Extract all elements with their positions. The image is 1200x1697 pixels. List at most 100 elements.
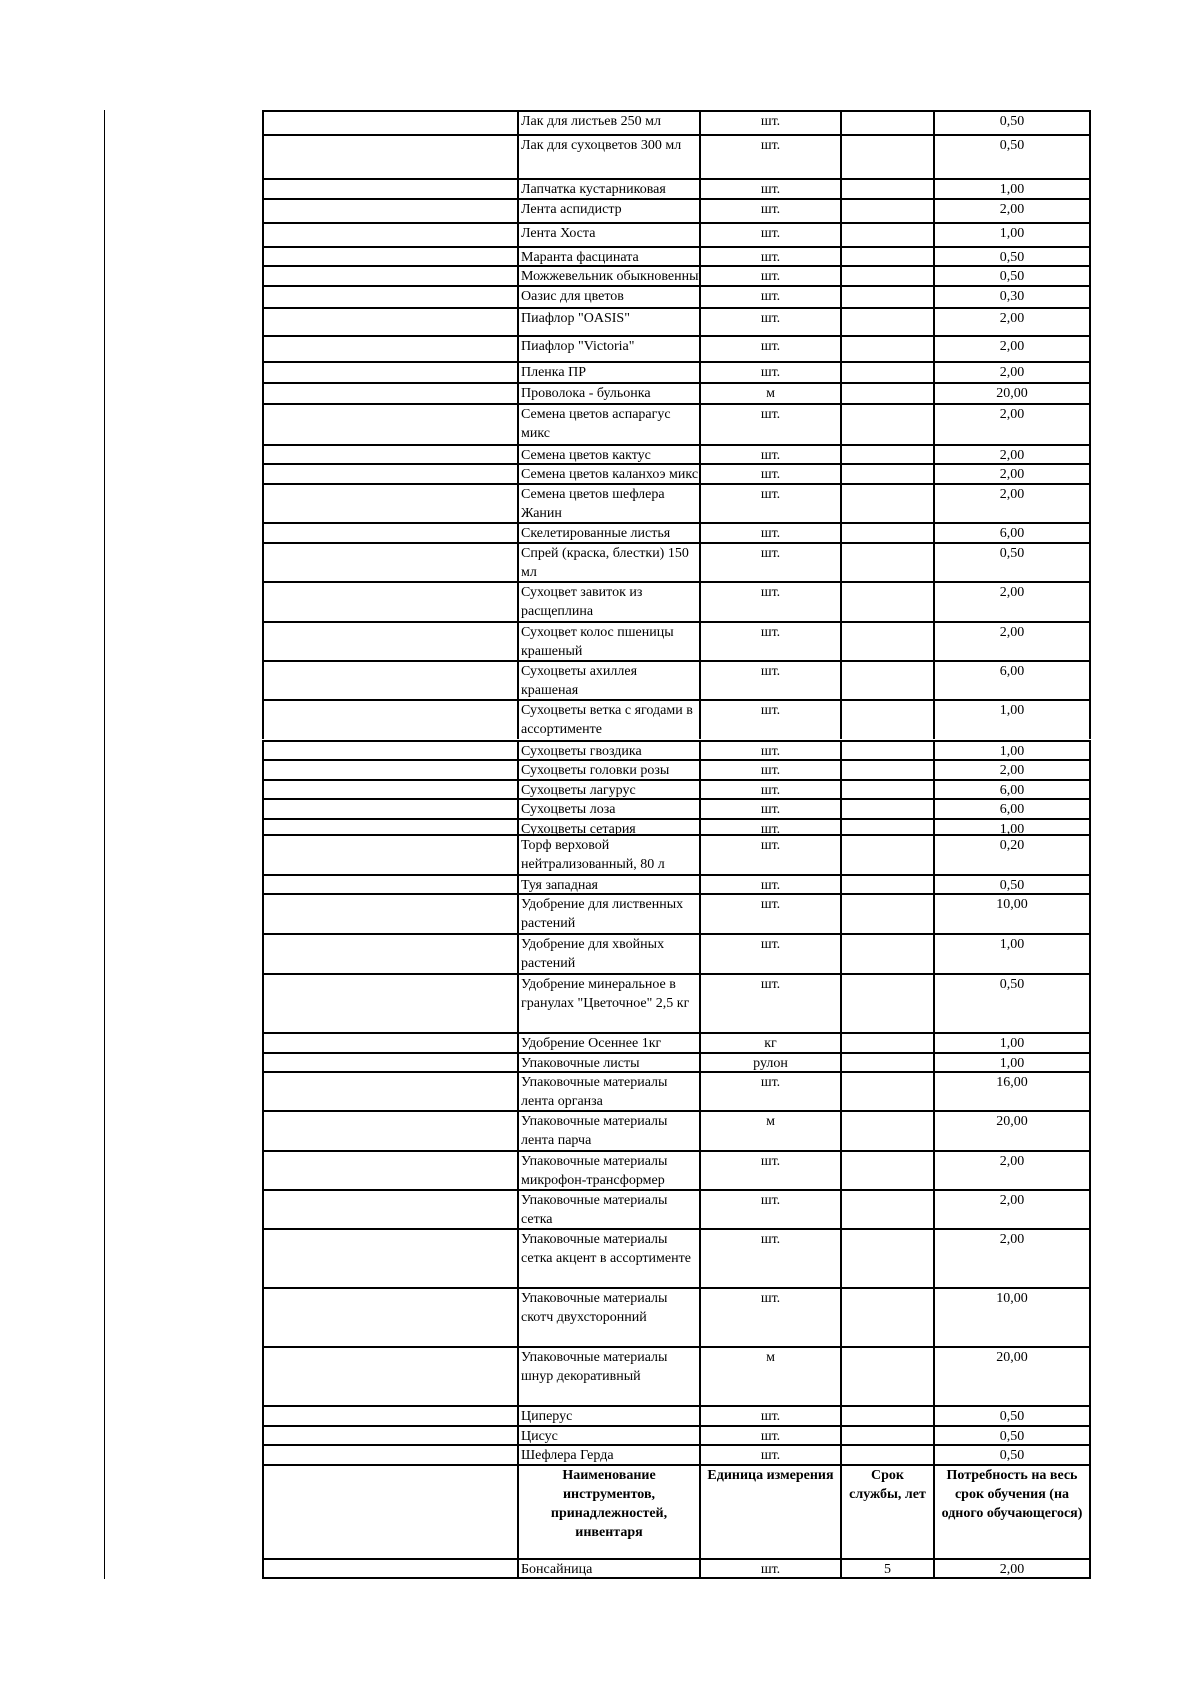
table-row: Упаковочные материалы скотч двухсторонни… bbox=[262, 1287, 1091, 1347]
qty-cell: 1,00 bbox=[933, 701, 1091, 740]
table-row: Упаковочные листы рулон 1,00 bbox=[262, 1051, 1091, 1072]
table-row: Спрей (краска, блестки) 150 мл шт. 0,50 bbox=[262, 542, 1091, 582]
empty-cell bbox=[262, 741, 517, 760]
qty-cell: 0,50 bbox=[933, 1426, 1091, 1445]
unit-cell: шт. bbox=[699, 544, 840, 582]
name-cell: Сухоцветы лагурус bbox=[517, 780, 699, 799]
unit-cell: шт. bbox=[699, 248, 840, 265]
table-row: Проволока - бульонка м 20,00 bbox=[262, 381, 1091, 404]
life-cell bbox=[840, 200, 933, 223]
qty-cell: 20,00 bbox=[933, 1112, 1091, 1150]
life-cell: 5 bbox=[840, 1559, 933, 1578]
qty-cell: 0,50 bbox=[933, 1407, 1091, 1425]
tools-header-row: Наименование инструментов, принадлежност… bbox=[262, 1463, 1091, 1558]
life-cell bbox=[840, 800, 933, 819]
table-row: Сухоцветы сетария шт. 1,00 bbox=[262, 818, 1091, 835]
table-row: Сухоцветы ахиллея крашеная шт. 6,00 bbox=[262, 659, 1091, 700]
life-cell bbox=[840, 362, 933, 382]
life-cell bbox=[840, 1446, 933, 1464]
name-cell: Семена цветов шефлера Жанин bbox=[517, 485, 699, 523]
qty-cell: 1,00 bbox=[933, 934, 1091, 973]
qty-cell: 6,00 bbox=[933, 524, 1091, 543]
life-cell bbox=[840, 1112, 933, 1150]
name-cell: Лак для листьев 250 мл bbox=[517, 112, 699, 134]
qty-cell: 1,00 bbox=[933, 1053, 1091, 1072]
name-cell: Пиафлор "Victoria" bbox=[517, 336, 699, 361]
unit-cell: шт. bbox=[699, 1559, 840, 1578]
unit-cell: шт. bbox=[699, 179, 840, 199]
qty-cell: 2,00 bbox=[933, 200, 1091, 223]
table-row: Пленка ПР шт. 2,00 bbox=[262, 360, 1091, 382]
unit-cell: шт. bbox=[699, 761, 840, 779]
qty-cell: 1,00 bbox=[933, 820, 1091, 835]
life-cell bbox=[840, 820, 933, 835]
life-cell bbox=[840, 465, 933, 484]
life-cell bbox=[840, 524, 933, 543]
name-cell: Сухоцветы головки розы bbox=[517, 761, 699, 779]
name-cell: Лента Хоста bbox=[517, 224, 699, 247]
empty-cell bbox=[262, 1289, 517, 1347]
unit-cell: шт. bbox=[699, 524, 840, 543]
unit-cell: шт. bbox=[699, 405, 840, 444]
empty-cell bbox=[262, 820, 517, 835]
life-cell bbox=[840, 1348, 933, 1405]
table-row: Семена цветов аспарагус микс шт. 2,00 bbox=[262, 403, 1091, 444]
name-cell: Упаковочные материалы шнур декоративный bbox=[517, 1348, 699, 1405]
empty-cell bbox=[262, 248, 517, 265]
qty-cell: Потребность на весь срок обучения (на од… bbox=[933, 1465, 1091, 1558]
table-row: Сухоцвет колос пшеницы крашеный шт. 2,00 bbox=[262, 620, 1091, 660]
table-row: Бонсайница шт. 5 2,00 bbox=[262, 1557, 1091, 1580]
name-cell: Сухоцветы сетария bbox=[517, 820, 699, 835]
life-cell bbox=[840, 875, 933, 894]
empty-cell bbox=[262, 895, 517, 933]
unit-cell: шт. bbox=[699, 465, 840, 484]
empty-cell bbox=[262, 701, 517, 740]
unit-cell: шт. bbox=[699, 875, 840, 894]
table-row: Торф верховой нейтрализованный, 80 л шт. 0… bbox=[262, 834, 1091, 874]
life-cell bbox=[840, 661, 933, 700]
unit-cell: шт. bbox=[699, 661, 840, 700]
name-cell: Бонсайница bbox=[517, 1559, 699, 1578]
empty-cell bbox=[262, 1348, 517, 1405]
table-row: Семена цветов каланхоэ микс шт. 2,00 bbox=[262, 463, 1091, 484]
qty-cell: 2,00 bbox=[933, 465, 1091, 484]
empty-cell bbox=[262, 583, 517, 621]
qty-cell: 2,00 bbox=[933, 362, 1091, 382]
unit-cell: шт. bbox=[699, 895, 840, 933]
name-cell: Скелетированные листья bbox=[517, 524, 699, 543]
name-cell: Упаковочные материалы скотч двухсторонни… bbox=[517, 1289, 699, 1347]
life-cell bbox=[840, 1289, 933, 1347]
life-cell bbox=[840, 780, 933, 799]
empty-cell bbox=[262, 405, 517, 444]
empty-cell bbox=[262, 1407, 517, 1425]
name-cell: Оазис для цветов bbox=[517, 286, 699, 308]
name-cell: Спрей (краска, блестки) 150 мл bbox=[517, 544, 699, 582]
name-cell: Можжевельник обыкновенный bbox=[517, 266, 699, 285]
qty-cell: 0,50 bbox=[933, 136, 1091, 178]
unit-cell: шт. bbox=[699, 1073, 840, 1111]
empty-cell bbox=[262, 875, 517, 894]
table-row: Сухоцветы головки розы шт. 2,00 bbox=[262, 759, 1091, 779]
qty-cell: 0,50 bbox=[933, 544, 1091, 582]
unit-cell: шт. bbox=[699, 266, 840, 285]
qty-cell: 2,00 bbox=[933, 309, 1091, 335]
table-row: Лента Хоста шт. 1,00 bbox=[262, 222, 1091, 247]
name-cell: Упаковочные листы bbox=[517, 1053, 699, 1072]
table-row: Оазис для цветов шт. 0,30 bbox=[262, 284, 1091, 308]
name-cell: Упаковочные материалы сетка акцент в асс… bbox=[517, 1230, 699, 1288]
life-cell bbox=[840, 112, 933, 134]
qty-cell: 0,50 bbox=[933, 112, 1091, 134]
name-cell: Циперус bbox=[517, 1407, 699, 1425]
qty-cell: 1,00 bbox=[933, 741, 1091, 760]
unit-cell: м bbox=[699, 1112, 840, 1150]
unit-cell: шт. bbox=[699, 1151, 840, 1189]
table-row: Скелетированные листья шт. 6,00 bbox=[262, 522, 1091, 543]
empty-cell bbox=[262, 1446, 517, 1464]
unit-cell: шт. bbox=[699, 1446, 840, 1464]
unit-cell: шт. bbox=[699, 309, 840, 335]
life-cell bbox=[840, 179, 933, 199]
qty-cell: 0,50 bbox=[933, 974, 1091, 1032]
page-margin-line bbox=[104, 110, 105, 1579]
empty-cell bbox=[262, 661, 517, 700]
empty-cell bbox=[262, 224, 517, 247]
